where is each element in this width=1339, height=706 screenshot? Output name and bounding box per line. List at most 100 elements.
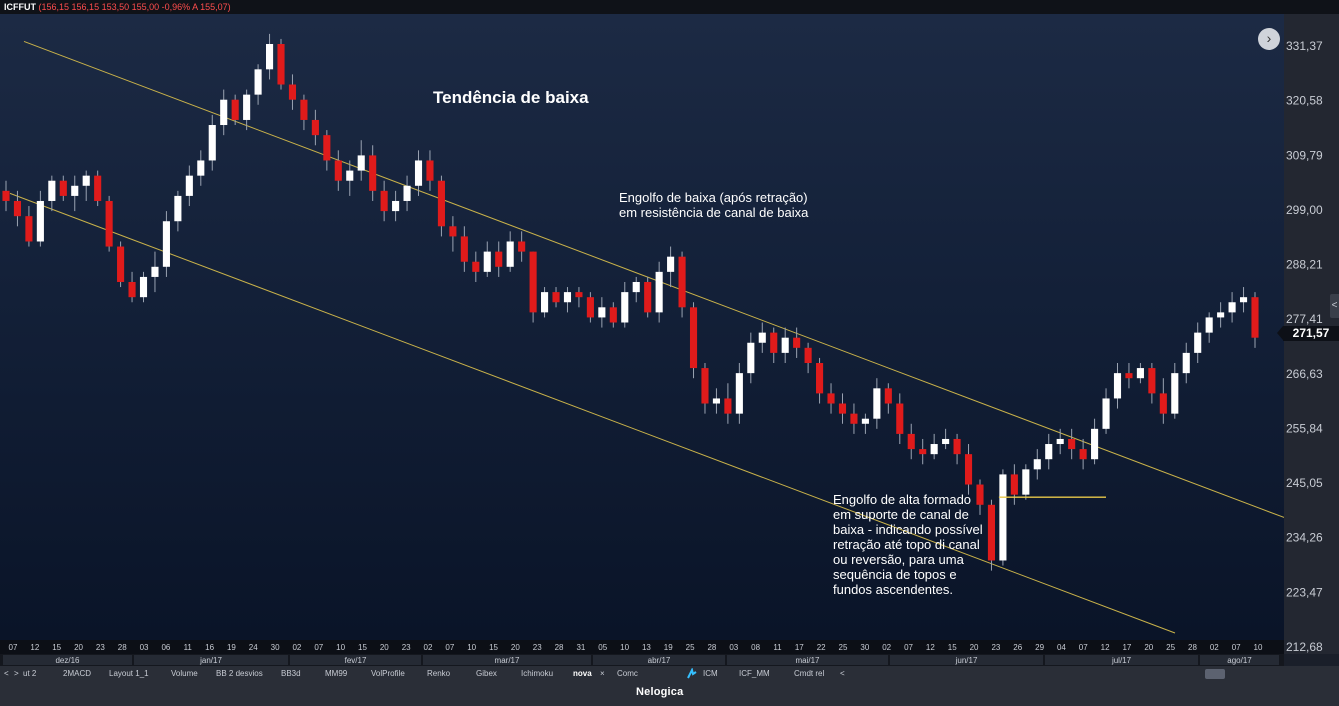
candle-body [621,292,629,323]
tab-renko[interactable]: Renko [427,669,451,678]
candle-body [231,99,239,120]
date-tick-label: 06 [161,643,170,652]
candle-body [48,180,56,201]
date-tick-label: 31 [576,643,585,652]
date-tick-label: 25 [1166,643,1175,652]
side-panel-handle[interactable]: < [1330,294,1339,318]
date-tick-label: 23 [402,643,411,652]
month-segment [423,655,591,665]
tab-ut2[interactable]: ut 2 [23,669,37,678]
candle-body [541,292,549,313]
channel-lower-line [9,192,1176,634]
price-tick-label: 277,41 [1286,312,1323,326]
tab-close-icon[interactable]: × [600,669,605,678]
candle-body [1091,428,1099,460]
candle-body [884,388,892,404]
quote-bar: ICFFUT (156,15 156,15 153,50 155,00 -0,9… [0,0,1339,14]
candle-body [689,307,698,369]
date-tick-label: 02 [882,643,891,652]
date-tick-label: 07 [445,643,454,652]
tab-prev-arrow[interactable]: < [4,669,9,678]
candle-body [1251,297,1259,338]
candle-body [1159,393,1167,414]
month-label: jun/17 [955,656,978,665]
tab-icm[interactable]: ICM [703,669,718,678]
candlestick-chart[interactable] [0,14,1284,640]
candle-body [632,281,640,293]
tab-gibex[interactable]: Gibex [476,669,497,678]
chevron-right-icon[interactable]: › [1258,28,1280,50]
candle-body [1022,469,1030,495]
layout-tab-bar[interactable]: < > ut 2 2MACD Layout 1_1 Volume BB 2 de… [0,666,1339,682]
tab-bb-2-desvios[interactable]: BB 2 desvios [216,669,263,678]
month-segment [593,655,725,665]
date-tick-label: 28 [707,643,716,652]
candle-body [117,246,125,282]
candle-body [953,438,961,455]
month-label: mar/17 [495,656,520,665]
chart-plot-area[interactable]: › [0,14,1284,640]
candle-body [907,433,915,450]
date-tick-label: 17 [795,643,804,652]
date-tick-label: 11 [773,643,782,652]
candle-body [804,347,812,364]
price-tick-label: 266,63 [1286,367,1323,381]
price-tick-label: 288,21 [1286,258,1323,272]
candle-body [174,195,182,222]
candle-body [987,504,996,561]
date-tick-label: 17 [1122,643,1131,652]
tab-volprofile[interactable]: VolProfile [371,669,405,678]
tab-comc[interactable]: Comc [617,669,638,678]
quote-values: (156,15 156,15 153,50 155,00 -0,96% A 15… [38,2,231,12]
date-tick-label: 28 [118,643,127,652]
candle-body [781,337,789,353]
candle-body [1068,438,1076,450]
tab-ichimoku[interactable]: Ichimoku [521,669,554,678]
price-tick-label: 331,37 [1286,39,1323,53]
date-tick-label: 08 [751,643,760,652]
tab-nova[interactable]: nova [573,669,592,678]
candle-body [380,190,388,212]
status-bar [0,682,1339,706]
tab-bb3d[interactable]: BB3d [281,669,301,678]
date-tick-label: 13 [642,643,651,652]
candle-body [598,307,606,318]
tab-2macd[interactable]: 2MACD [63,669,92,678]
candle-body [243,94,251,120]
price-tick-label: 320,58 [1286,94,1323,108]
candle-body [1217,312,1225,318]
candle-body [265,44,274,70]
candle-body [483,251,491,272]
candle-body [838,403,847,414]
candle-body [94,175,102,201]
month-segment [727,655,888,665]
last-price-badge: 271,57 [1277,326,1339,341]
date-tick-label: 19 [664,643,673,652]
candle-body [208,125,216,161]
month-label: mai/17 [795,656,820,665]
scrollbar-thumb[interactable] [1205,669,1225,679]
candle-body [288,84,297,100]
tab-next-arrow[interactable]: > [14,669,19,678]
candle-body [1148,368,1156,394]
candle-body [220,99,228,126]
candle-body [816,363,824,394]
candle-body [724,398,732,414]
candle-body [1056,438,1064,445]
candle-body [712,398,720,404]
price-axis-ticks: 331,37 320,58 309,79 299,00 288,21 277,41 266,… [1286,39,1323,654]
candle-body [277,44,285,85]
tab-mm99[interactable]: MM99 [325,669,348,678]
tab-icf-mm[interactable]: ICF_MM [739,669,770,678]
candle-body [1079,449,1087,460]
tab-layout-1-1[interactable]: Layout 1_1 [109,669,149,678]
candle-body [128,281,136,298]
date-tick-label: 20 [74,643,83,652]
date-tick-label: 11 [184,643,193,652]
tab-volume[interactable]: Volume [171,669,198,678]
tab-cmdt-rel[interactable]: Cmdt rel [794,669,825,678]
tab-scroll-arrow[interactable]: < [840,669,845,678]
candle-body [437,180,445,227]
candle-body [449,226,457,237]
date-tick-label: 20 [1144,643,1153,652]
